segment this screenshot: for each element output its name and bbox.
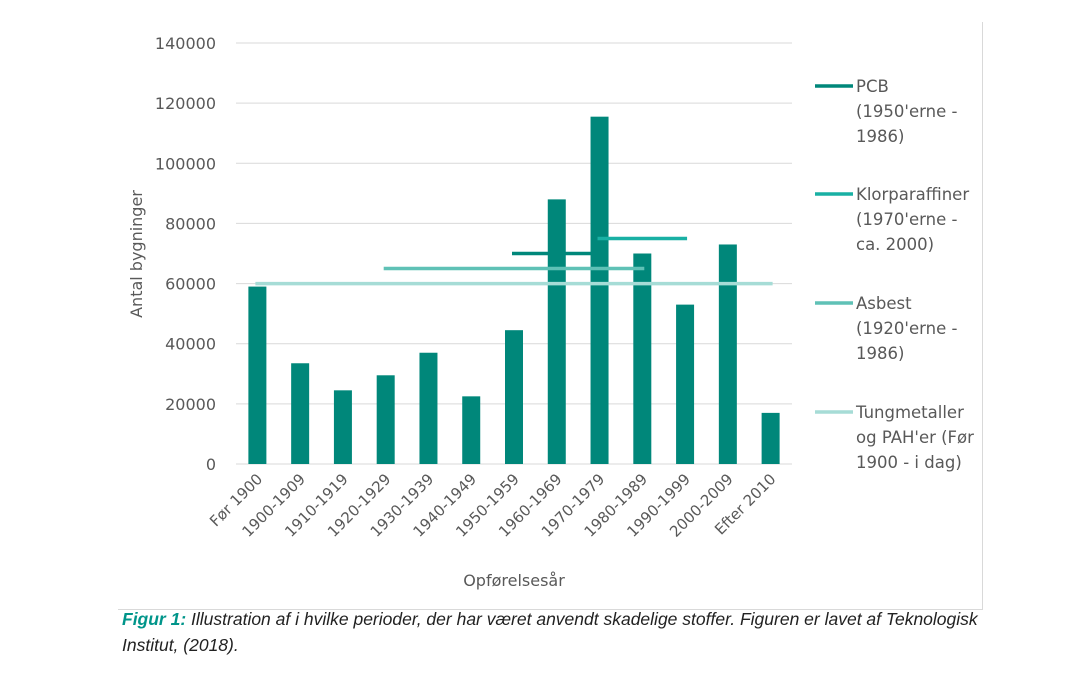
bar bbox=[248, 286, 267, 464]
legend-label: 1986) bbox=[856, 127, 904, 146]
bar bbox=[547, 199, 566, 464]
bar bbox=[633, 253, 652, 464]
caption-label: Figur 1: bbox=[122, 609, 187, 629]
legend-label: 1900 - i dag) bbox=[856, 453, 962, 472]
legend-label: Asbest bbox=[856, 294, 912, 313]
y-tick-label: 100000 bbox=[155, 154, 216, 173]
y-tick-label: 80000 bbox=[165, 214, 216, 233]
period-lines bbox=[255, 236, 773, 286]
caption-text: Illustration af i hvilke perioder, der h… bbox=[122, 609, 978, 655]
bar bbox=[419, 352, 438, 464]
bar bbox=[505, 330, 523, 464]
y-tick-label: 0 bbox=[206, 455, 216, 474]
legend-label: (1970'erne - bbox=[856, 210, 957, 229]
bar bbox=[761, 412, 780, 464]
legend-label: Klorparaffiner bbox=[856, 185, 969, 204]
legend-label: (1950'erne - bbox=[856, 102, 957, 121]
legend-label: PCB bbox=[856, 77, 889, 96]
legend-label: (1920'erne - bbox=[856, 319, 957, 338]
y-tick-label: 20000 bbox=[165, 395, 216, 414]
bars bbox=[248, 116, 780, 465]
bar bbox=[333, 390, 352, 464]
bar bbox=[676, 304, 695, 464]
y-tick-label: 120000 bbox=[155, 94, 216, 113]
bar bbox=[590, 116, 609, 465]
bar bbox=[291, 363, 310, 464]
x-axis-title: Opførelsesår bbox=[463, 571, 565, 590]
y-tick-label: 40000 bbox=[165, 335, 216, 354]
bar bbox=[718, 244, 737, 464]
legend-label: ca. 2000) bbox=[856, 235, 934, 254]
legend: PCB (1950'erne - 1986) Klorparaffiner (1970'… bbox=[815, 77, 974, 472]
figure-caption: Figur 1: Illustration af i hvilke period… bbox=[122, 606, 1022, 658]
y-tick-label: 60000 bbox=[165, 275, 216, 294]
bar bbox=[462, 396, 481, 464]
y-tick-labels: 0 20000 40000 60000 80000 100000 120000 140000 bbox=[155, 34, 216, 474]
legend-label: og PAH'er (Før bbox=[856, 428, 974, 447]
y-tick-label: 140000 bbox=[155, 34, 216, 53]
legend-label: Tungmetaller bbox=[855, 403, 964, 422]
x-tick-labels: Før 19001900-19091910-19191920-19291930-… bbox=[206, 470, 779, 541]
bar bbox=[376, 375, 395, 464]
chart-frame bbox=[118, 22, 983, 610]
y-axis-title: Antal bygninger bbox=[127, 190, 146, 318]
legend-label: 1986) bbox=[856, 344, 904, 363]
